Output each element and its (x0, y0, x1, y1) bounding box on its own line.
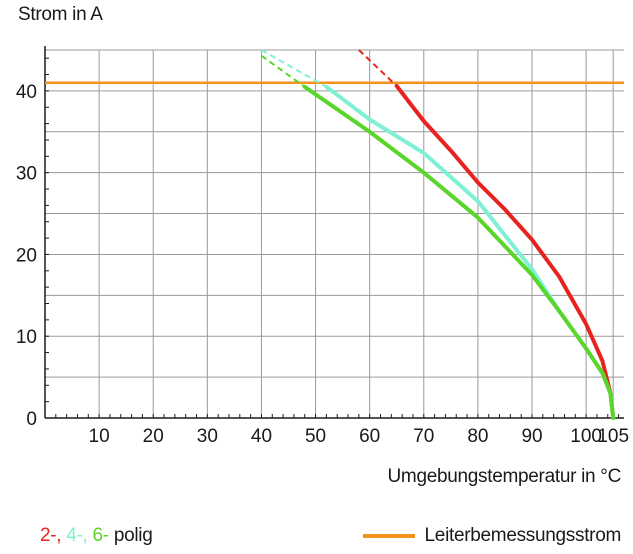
legend-series-4: 4-, (66, 525, 88, 546)
x-axis-label: Umgebungstemperatur in °C (387, 466, 622, 487)
reference-legend-label: Leiterbemessungsstrom (424, 525, 622, 546)
x-tick-label: 20 (143, 426, 164, 447)
x-tick-label: 70 (413, 426, 434, 447)
x-tick-label: 90 (521, 426, 542, 447)
y-tick-label: 30 (16, 164, 37, 185)
reference-legend-swatch (362, 534, 415, 538)
x-tick-label: 40 (251, 426, 272, 447)
x-tick-label: 80 (467, 426, 488, 447)
reference-legend: Leiterbemessungsstrom (362, 525, 622, 547)
series-2-dashed-line (358, 49, 398, 87)
y-tick-label: 0 (26, 409, 37, 430)
legend-suffix: polig (113, 525, 153, 546)
x-tick-label: 50 (305, 426, 326, 447)
series-legend: 2-, 4-, 6- polig (40, 525, 153, 547)
x-tick-label: 60 (359, 426, 380, 447)
y-tick-label: 20 (16, 245, 37, 266)
legend-series-6: 6- (92, 525, 110, 546)
x-tick-label: 100 (570, 426, 602, 447)
series-6-dashed-line (260, 54, 306, 88)
series-4-dashed-line (260, 49, 327, 88)
x-tick-label: 30 (197, 426, 218, 447)
x-tick-label: 10 (89, 426, 110, 447)
legend-series-2: 2-, (40, 525, 62, 546)
series-6-line (302, 84, 616, 420)
y-tick-label: 40 (16, 82, 37, 103)
series-2-line (394, 84, 616, 420)
x-tick-label: 105 (597, 426, 629, 447)
y-tick-label: 10 (16, 327, 37, 348)
y-axis-label: Strom in A (18, 4, 103, 25)
